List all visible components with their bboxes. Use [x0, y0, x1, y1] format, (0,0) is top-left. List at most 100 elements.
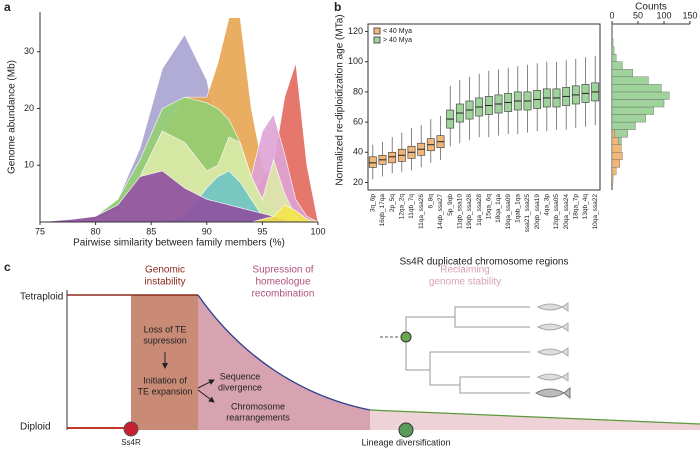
- y-tick-label: 60: [353, 116, 363, 126]
- legend-label: > 40 Mya: [383, 37, 412, 44]
- histogram-bar: [611, 136, 619, 145]
- x-tick-label: 11qb_7q: [408, 194, 415, 219]
- y-tick-label: 80: [353, 86, 363, 96]
- y-tick-label: 20: [24, 103, 34, 113]
- x-tick-label: 15qa_6q: [486, 194, 493, 220]
- arrow: [197, 379, 215, 389]
- x-tick-label: 20qb_ssa19: [534, 194, 541, 230]
- phase-label: genome stability: [429, 277, 501, 288]
- y-tick-label: 40: [353, 147, 363, 157]
- y-axis-label: Genome abundance (Mb): [7, 60, 18, 174]
- x-axis-label: Counts: [635, 2, 667, 13]
- x-tick-label: 13qb_4q: [582, 194, 589, 220]
- x-tick-label: 85: [146, 226, 156, 236]
- x-tick-label: 100: [656, 10, 671, 20]
- x-tick-label: 3q_6p: [370, 194, 377, 212]
- histogram-bar: [611, 53, 617, 62]
- process-label: Loss of TE: [144, 324, 187, 334]
- phase-label: recombination: [252, 289, 315, 300]
- event-label: Lineage diversification: [361, 437, 450, 447]
- x-tick-label: 100: [310, 226, 325, 236]
- histogram-bar: [611, 91, 670, 100]
- x-tick-label: 18qa_1qa: [495, 194, 502, 223]
- x-tick-label: 11qb_ssa10: [457, 194, 464, 229]
- x-axis-label: Pairwise similarity between family membe…: [73, 238, 285, 249]
- region: [370, 410, 700, 430]
- x-tick-label: 90: [202, 226, 212, 236]
- event-label: Ss4R: [121, 438, 141, 447]
- x-tick-label: 50: [633, 10, 643, 20]
- phase-label: homeologue: [255, 277, 310, 288]
- x-tick-label: 1qab_1qa: [515, 194, 522, 223]
- histogram-bar: [611, 46, 615, 55]
- y-tick-label: 100: [348, 56, 363, 66]
- x-tick-label: 2p_5q: [389, 194, 396, 212]
- histogram-bar: [611, 38, 614, 47]
- x-tick-label: 95: [257, 226, 267, 236]
- x-tick-label: 14qb_ssa27: [437, 194, 444, 230]
- histogram-bar: [611, 174, 614, 183]
- box: [368, 156, 377, 168]
- phase-label: Genomic: [145, 265, 185, 276]
- y-tick-label: 20: [353, 177, 363, 187]
- y-tick-label: 30: [24, 46, 34, 56]
- x-tick-label: 12qb_ssa05: [553, 194, 560, 230]
- histogram-bar: [611, 106, 654, 115]
- state-label: Diploid: [20, 422, 51, 433]
- histogram-bar: [611, 129, 615, 138]
- y-tick-label: 10: [24, 160, 34, 170]
- x-tick-label: ssa21_ssa25: [524, 194, 531, 233]
- phase-label: Supression of: [252, 265, 313, 276]
- process-label: Sequence: [220, 371, 261, 381]
- x-tick-label: 150: [682, 10, 697, 20]
- histogram-bar: [611, 23, 613, 32]
- x-tick-label: 19qb_ssa28: [466, 194, 473, 230]
- histogram-bar: [611, 69, 633, 78]
- x-tick-label: 20qa_ssa24: [563, 194, 570, 230]
- edge: [197, 294, 371, 411]
- histogram-bar: [611, 31, 613, 40]
- process-label: TE expansion: [137, 386, 192, 396]
- arrow: [197, 389, 215, 403]
- histogram-bar: [611, 84, 662, 93]
- tree-node: [400, 331, 412, 343]
- y-tick-label: 120: [348, 26, 363, 36]
- event-node: [398, 422, 414, 438]
- panel-letter: b: [334, 0, 341, 14]
- legend-swatch: [373, 36, 381, 44]
- fish-icons: [534, 302, 571, 400]
- phase-label: instability: [144, 277, 185, 288]
- state-label: Tetraploid: [20, 292, 63, 303]
- x-tick-label: 0: [609, 10, 614, 20]
- x-tick-label: 80: [91, 226, 101, 236]
- x-tick-label: 75: [35, 226, 45, 236]
- tree: [380, 306, 530, 394]
- histogram-bar: [611, 167, 617, 176]
- process-label: divergence: [218, 382, 262, 392]
- phase-label: Reclaiming: [440, 265, 489, 276]
- x-tick-label: 11qa_ssa26: [418, 194, 425, 229]
- legend-label: < 40 Mya: [383, 28, 412, 35]
- x-tick-label: 19qa_ssa09: [505, 194, 512, 230]
- process-label: Initiation of: [143, 375, 187, 385]
- y-axis-label: Normalized re-diploidization age (MTa): [335, 14, 346, 185]
- histogram-bar: [611, 61, 623, 70]
- box: [388, 151, 397, 164]
- histogram-bar: [611, 114, 646, 123]
- panel-letter: a: [4, 0, 11, 14]
- edge: [369, 409, 700, 425]
- x-tick-label: 6_8q: [428, 194, 435, 209]
- process-label: supression: [143, 335, 187, 345]
- panel-letter: c: [4, 260, 11, 274]
- process-label: Chromosome: [231, 401, 285, 411]
- x-tick-label: 5p_9qb: [447, 194, 454, 216]
- x-tick-label: 1qa_ssa28: [476, 194, 483, 226]
- process-label: rearrangements: [226, 412, 290, 422]
- diagram: Tetraploid Diploid Genomic instability S…: [20, 265, 700, 447]
- x-axis-label: Ss4R duplicated chromosome regions: [400, 257, 569, 268]
- region: [198, 295, 370, 430]
- x-tick-label: 18qa_7p: [573, 194, 580, 220]
- legend-swatch: [373, 27, 381, 35]
- histogram-bar: [611, 121, 636, 130]
